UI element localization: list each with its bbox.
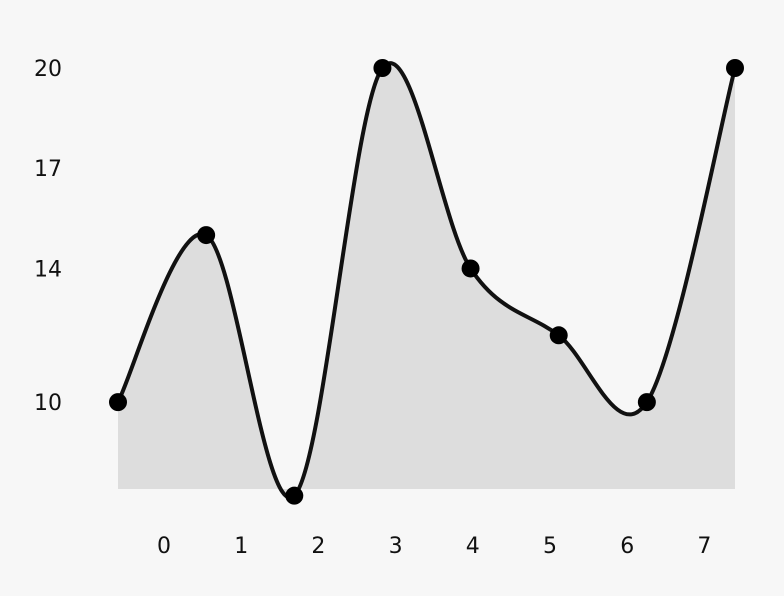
x-tick-label: 1: [234, 534, 248, 559]
x-tick-label: 2: [311, 534, 325, 559]
data-point-5: [549, 326, 568, 345]
x-tick-label: 0: [157, 534, 171, 559]
data-point-0: [109, 393, 127, 412]
data-point-3: [373, 59, 392, 77]
y-tick-label: 14: [34, 257, 62, 282]
data-point-2: [285, 486, 304, 505]
x-tick-label: 7: [697, 534, 711, 559]
x-tick-label: 5: [543, 534, 557, 559]
data-point-6: [637, 393, 656, 412]
data-points-layer: [109, 59, 744, 505]
data-point-7: [726, 59, 744, 77]
y-tick-label: 17: [34, 157, 62, 182]
x-axis-ticks: 0 1 2 3 4 5 6 7: [157, 534, 711, 559]
x-tick-label: 6: [620, 534, 634, 559]
y-axis-ticks: 20 17 14 10: [34, 57, 62, 416]
x-tick-label: 4: [466, 534, 480, 559]
data-point-1: [197, 226, 216, 245]
data-point-4: [461, 259, 480, 278]
x-tick-label: 3: [389, 534, 403, 559]
y-tick-label: 20: [34, 57, 62, 82]
y-tick-label: 10: [34, 391, 62, 416]
area-fill-layer: [118, 63, 735, 498]
area-fill: [118, 63, 735, 498]
